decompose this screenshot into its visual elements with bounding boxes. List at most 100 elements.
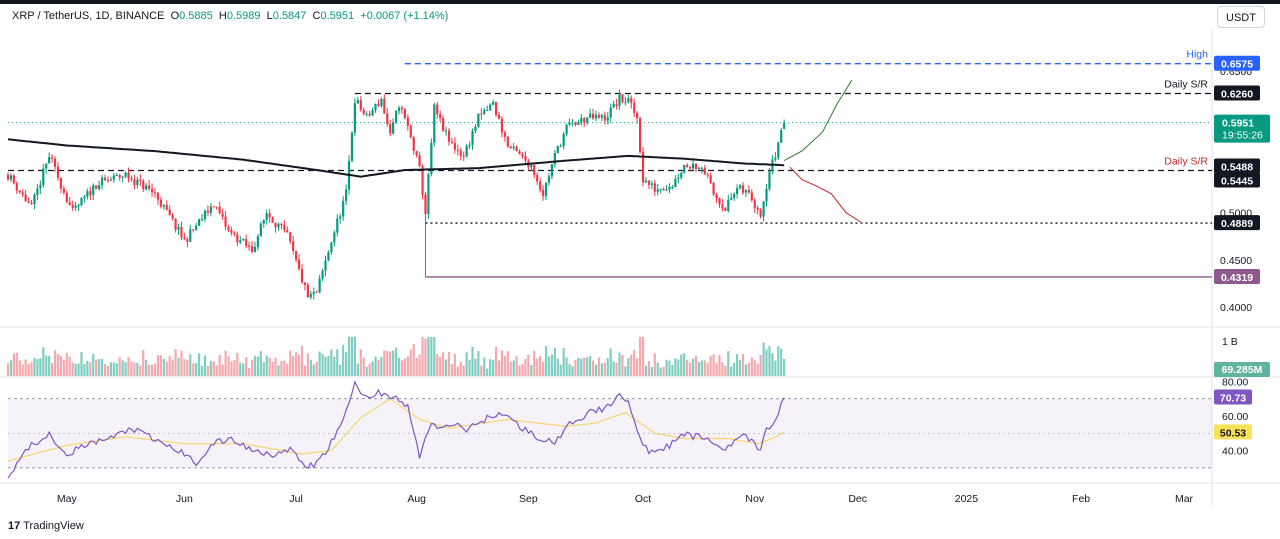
candle-body (577, 122, 580, 125)
volume-bar (203, 355, 207, 376)
candle-body (42, 168, 45, 186)
volume-bar (286, 363, 289, 376)
volume-bar (271, 361, 274, 376)
candle-body (368, 113, 371, 116)
volume-bar (6, 363, 10, 376)
volume-bar (195, 362, 198, 376)
candle-body (71, 205, 74, 208)
volume-bar (762, 342, 765, 376)
volume-bar (218, 354, 221, 376)
candle-body (753, 200, 756, 208)
candle-body (747, 190, 750, 193)
volume-bar (547, 356, 551, 376)
candle-body (741, 185, 745, 193)
high-label: H (218, 10, 227, 22)
volume-bar (565, 357, 568, 376)
candle-body (506, 136, 509, 147)
candle-body (762, 201, 765, 217)
candle-body (171, 214, 174, 219)
candle-body (636, 112, 639, 119)
candle-body (356, 100, 359, 104)
candle-body (33, 194, 36, 205)
volume-bar (45, 355, 48, 376)
volume-bar (200, 365, 204, 376)
candle-body (486, 110, 489, 112)
sma-line (7, 138, 785, 178)
volume-bar (221, 364, 224, 376)
volume-bar (442, 352, 445, 376)
rsi-ma-value-label: 50.53 (1220, 427, 1246, 439)
symbol-title[interactable]: XRP / TetherUS, 1D, BINANCE (12, 10, 165, 22)
volume-bar (618, 352, 621, 376)
currency-button[interactable]: USDT (1217, 6, 1265, 28)
candle-body (21, 192, 24, 195)
candle-body (212, 206, 215, 208)
volume-bar (703, 360, 706, 376)
change-value: +0.0067 (+1.14%) (360, 10, 449, 22)
candle-body (591, 113, 595, 119)
volume-bar (62, 359, 65, 376)
volume-bar (368, 363, 371, 376)
candle-body (571, 122, 574, 124)
volume-bar (559, 364, 562, 376)
branding[interactable]: 17 TradingView (8, 520, 84, 532)
candle-body (9, 175, 13, 180)
candle-body (688, 167, 692, 169)
level-price-label: 0.5445 (1221, 176, 1253, 188)
volume-bar (136, 362, 139, 376)
volume-bar (186, 359, 189, 376)
candle-body (530, 165, 533, 168)
close-value: 0.5951 (320, 10, 355, 22)
candle-body (177, 226, 180, 230)
projection-down-path (789, 166, 861, 223)
candle-body (736, 188, 739, 194)
volume-bar (656, 362, 659, 376)
volume-bar (121, 360, 124, 376)
volume-bar (33, 358, 36, 376)
level-price-tag (1214, 215, 1260, 231)
volume-bar (459, 361, 462, 376)
volume-bar (671, 364, 674, 376)
candle-body (274, 222, 277, 228)
volume-bar (424, 338, 427, 376)
volume-bar (386, 351, 389, 376)
volume-bar (245, 357, 248, 376)
volume-bar (397, 357, 401, 376)
candle-body (6, 174, 10, 180)
candle-body (77, 205, 80, 207)
volume-bar (289, 350, 292, 376)
volume-bar (759, 354, 762, 376)
volume-bar (430, 336, 433, 376)
candle-body (609, 107, 612, 118)
volume-bar (259, 351, 262, 376)
volume-bar (224, 350, 227, 376)
volume-bar (80, 351, 83, 376)
volume-bar (533, 350, 536, 376)
candle-body (709, 175, 712, 183)
candle-body (650, 183, 653, 185)
x-tick-label: May (57, 493, 78, 505)
volume-bar (683, 353, 686, 376)
volume-bar (356, 363, 359, 376)
volume-bar (306, 353, 309, 376)
volume-bar (198, 353, 201, 376)
candle-body (394, 111, 398, 123)
volume-bar (641, 336, 645, 376)
candle-body (656, 189, 659, 192)
volume-bar (471, 346, 474, 376)
candle-body (256, 236, 259, 247)
candle-body (397, 107, 401, 112)
candle-body (315, 291, 318, 293)
candle-body (330, 242, 333, 253)
candle-body (444, 130, 448, 132)
volume-bar (118, 357, 121, 376)
candle-body (306, 284, 309, 298)
volume-bar (24, 359, 27, 376)
level-price-label: 0.6260 (1221, 88, 1253, 100)
candle-body (706, 174, 709, 176)
candle-body (583, 118, 586, 123)
volume-bar (650, 366, 653, 376)
volume-bar (483, 357, 486, 376)
